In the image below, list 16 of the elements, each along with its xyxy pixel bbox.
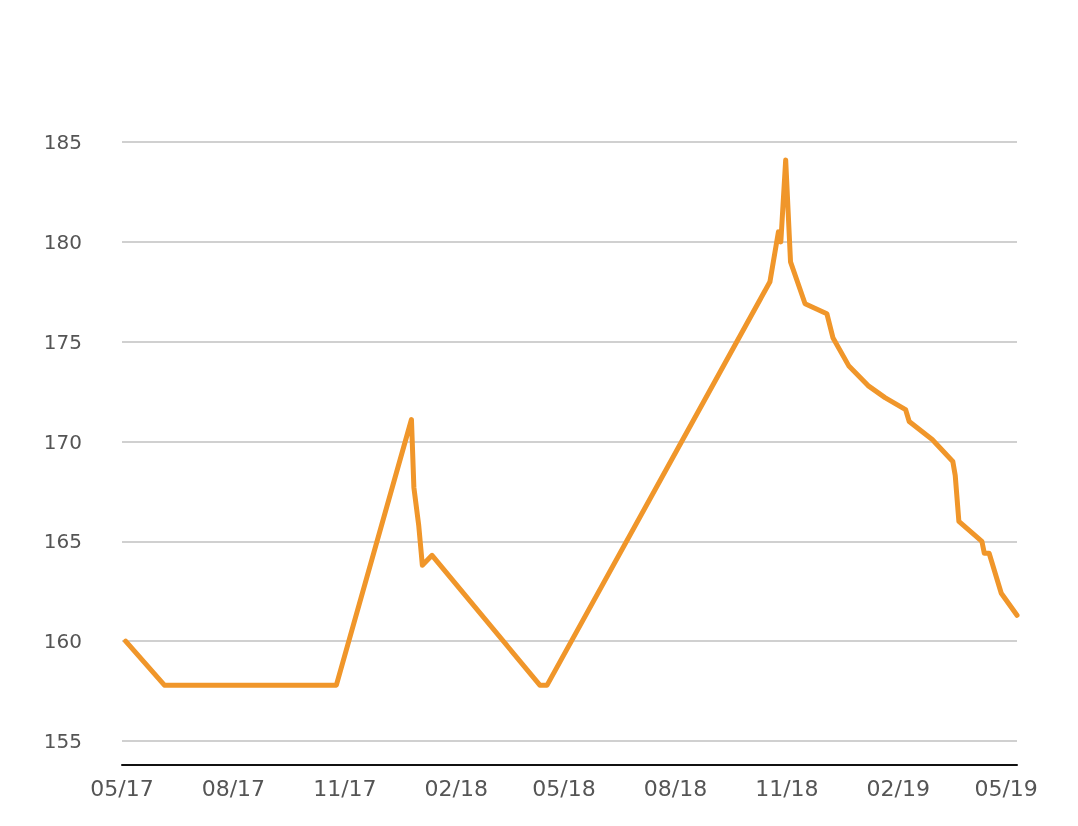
y-tick-label: 185	[43, 130, 82, 154]
y-tick-label: 170	[43, 429, 82, 454]
x-tick-label: 05/17	[90, 775, 154, 801]
x-tick-label: 08/18	[643, 775, 708, 801]
y-tick-label: 155	[43, 729, 82, 754]
x-tick-label: 05/18	[532, 775, 596, 801]
x-tick-label: 02/19	[866, 775, 931, 801]
y-tick-label: 160	[43, 629, 82, 654]
y-tick-label: 165	[43, 529, 82, 554]
y-tick-label: 180	[43, 229, 82, 254]
x-tick-label: 05/19	[974, 775, 1038, 801]
x-tick-label: 11/17	[313, 775, 377, 801]
x-tick-label: 08/17	[201, 775, 266, 801]
x-tick-label: 02/18	[424, 775, 488, 801]
y-tick-label: 175	[43, 329, 82, 354]
x-tick-label: 11/18	[755, 775, 819, 801]
